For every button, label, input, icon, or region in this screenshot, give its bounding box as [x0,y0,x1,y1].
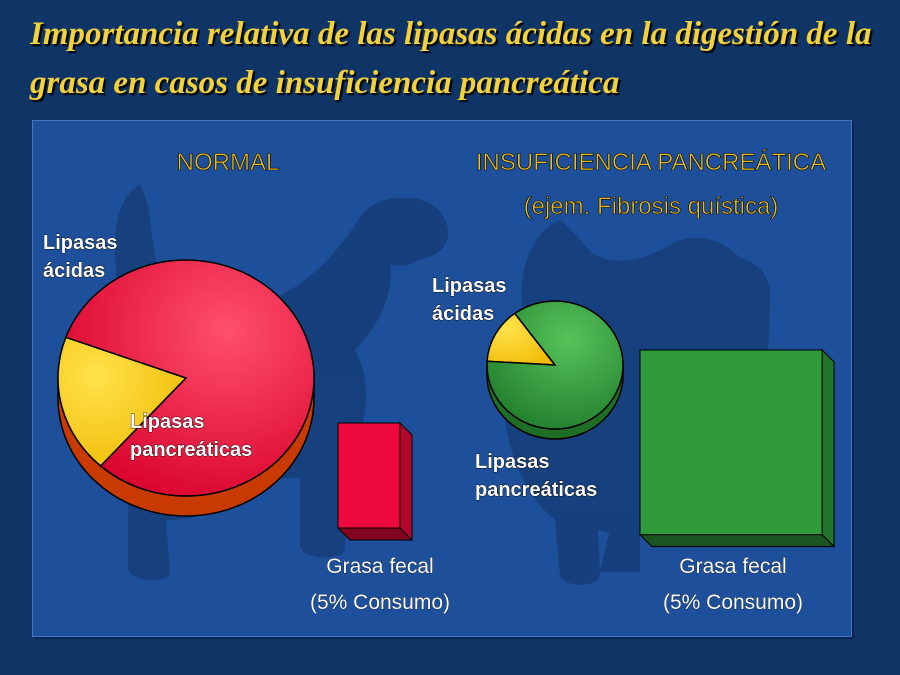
pie-slice [486,312,557,366]
slice-label-pancreaticas-insuficiencia: Lipasas pancreáticas [475,451,597,501]
bar-bottom [638,534,836,548]
pie-chart-0 [57,259,315,517]
slice-label-line: Lipasas [475,451,549,473]
slide-title: Importancia relativa de las lipasas ácid… [30,16,872,101]
slice-label-line: pancreáticas [130,439,252,461]
bar-label-normal-line1: Grasa fecal [326,555,433,578]
slice-label-line: Lipasas [130,411,204,433]
subheading-insuficiencia: (ejem. Fibrosis quística) [524,193,779,220]
pie-slice [486,300,624,430]
bar-front [639,349,823,536]
bar-label-normal-line2: (5% Consumo) [310,591,450,614]
slice-label-line: ácidas [43,260,105,282]
heading-normal: NORMAL [177,149,280,176]
bar-fecal-0 [336,421,414,542]
bar-label-insuficiencia-line1: Grasa fecal [679,555,786,578]
slice-label-acidas-insuficiencia: Lipasas ácidas [432,275,512,325]
slice-label-line: ácidas [432,303,494,325]
bar-fecal-1 [638,348,836,548]
slice-label-acidas-normal: Lipasas ácidas [43,232,123,282]
heading-insuficiencia: INSUFICIENCIA PANCREÁTICA [476,149,826,176]
slice-label-line: Lipasas [43,232,117,254]
bar-label-insuficiencia-line2: (5% Consumo) [663,591,803,614]
bar-bottom [336,527,414,541]
bar-front [337,422,401,529]
bar-side [399,421,413,542]
slice-label-line: Lipasas [432,275,506,297]
bar-side [821,348,835,548]
pie-chart-1 [486,300,624,440]
pie-slice [57,336,188,468]
slice-label-pancreaticas-normal: Lipasas pancreáticas [130,411,252,461]
pie-slice [64,259,315,497]
slice-label-line: pancreáticas [475,479,597,501]
